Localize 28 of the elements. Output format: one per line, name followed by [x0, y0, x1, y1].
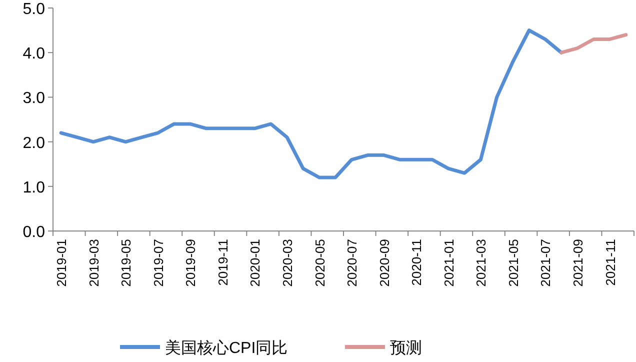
y-tick-label: 4.0: [22, 46, 46, 63]
x-tick-label: 2020-03: [280, 239, 296, 287]
x-tick-label: 2019-11: [215, 239, 230, 286]
line-series: [560, 33, 628, 54]
x-tick-label: 2019-05: [118, 239, 134, 287]
x-tick-label: 2020-11: [409, 239, 424, 286]
x-tick-label: 2020-09: [376, 239, 392, 287]
x-tick-label: 2019-09: [183, 239, 198, 287]
line-series: [59, 28, 564, 180]
x-tick-label: 2021-05: [506, 239, 521, 287]
legend-label: 美国核心CPI同比: [165, 339, 288, 357]
x-tick-label: 2021-03: [474, 239, 489, 287]
x-tick-label: 2021-01: [441, 239, 456, 287]
x-tick-label: 2019-01: [54, 239, 70, 287]
y-tick-label: 5.0: [22, 1, 46, 18]
y-tick-label: 3.0: [22, 90, 46, 108]
x-tick-label: 2021-11: [602, 239, 618, 286]
x-tick-label: 2020-01: [248, 239, 263, 287]
y-tick-label: 0.0: [22, 224, 46, 241]
x-tick-label: 2019-07: [150, 239, 166, 287]
y-tick-label: 2.0: [22, 134, 46, 152]
x-tick-label: 2021-09: [570, 239, 586, 287]
x-tick-label: 2020-05: [312, 239, 328, 287]
y-tick-label: 1.0: [22, 179, 46, 196]
x-tick-label: 2020-07: [344, 239, 360, 287]
x-tick-label: 2019-03: [86, 239, 102, 287]
x-tick-label: 2021-07: [538, 239, 554, 287]
legend-label: 预测: [390, 340, 422, 357]
